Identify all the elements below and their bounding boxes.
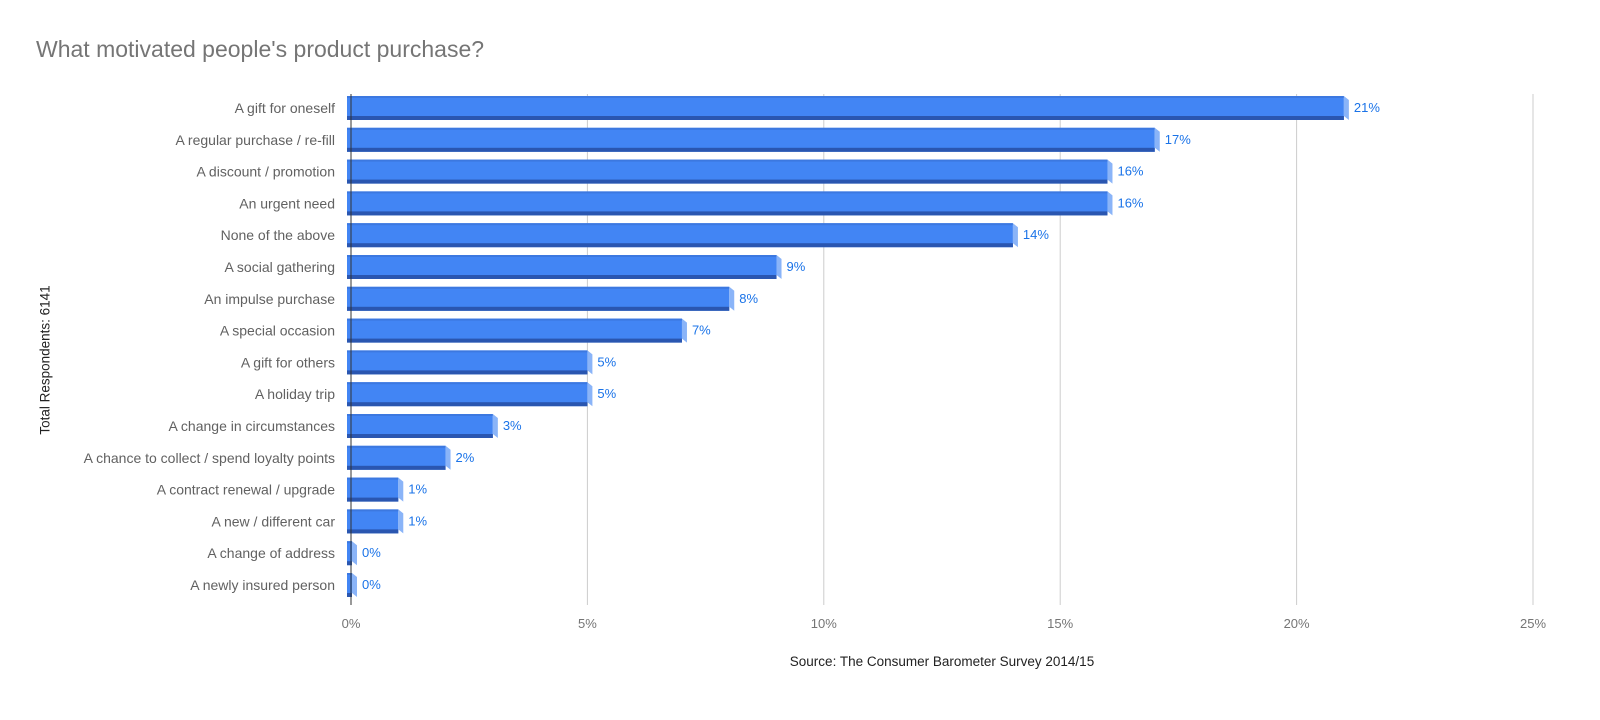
- x-tick-label: 0%: [342, 616, 361, 631]
- data-label: 2%: [456, 450, 475, 465]
- bar-bottom: [347, 497, 399, 502]
- bar-side: [445, 445, 451, 470]
- bar-bottom: [347, 593, 352, 597]
- bar-side: [681, 318, 687, 343]
- bar-bottom: [347, 370, 588, 375]
- x-axis-title: Source: The Consumer Barometer Survey 20…: [789, 654, 1095, 669]
- x-tick-label: 25%: [1520, 616, 1546, 631]
- bar-side: [352, 573, 357, 597]
- bar-bottom: [347, 275, 777, 279]
- bar-side: [398, 477, 404, 502]
- bar-side: [492, 414, 498, 438]
- bar-top: [347, 509, 399, 512]
- category-label: A holiday trip: [255, 386, 335, 402]
- bar-side: [776, 255, 782, 279]
- bar: [347, 573, 352, 597]
- data-label: 5%: [597, 354, 616, 369]
- data-label: 7%: [692, 323, 711, 338]
- bar-top: [347, 382, 588, 385]
- bar-bottom: [347, 402, 588, 407]
- bar-top: [347, 286, 730, 289]
- bar-top: [347, 255, 777, 257]
- bar-bottom: [347, 147, 1155, 152]
- bar-top: [347, 127, 1155, 130]
- category-label: An impulse purchase: [204, 291, 335, 307]
- bar-top: [347, 223, 1013, 226]
- data-label: 1%: [408, 482, 427, 497]
- bar-side: [1107, 191, 1113, 216]
- bar-side: [1343, 96, 1349, 120]
- bar-side: [398, 509, 404, 534]
- bar: [347, 541, 352, 566]
- category-label: A new / different car: [212, 513, 336, 529]
- category-label: A chance to collect / spend loyalty poin…: [84, 450, 335, 466]
- category-label: None of the above: [221, 227, 336, 243]
- bar-top: [347, 350, 588, 353]
- bar-bottom: [347, 243, 1013, 248]
- bar-bottom: [347, 306, 730, 311]
- data-label: 21%: [1354, 100, 1380, 115]
- bar-side: [1154, 127, 1160, 152]
- category-label: A gift for oneself: [235, 100, 336, 116]
- data-label: 17%: [1165, 132, 1191, 147]
- category-label: A change in circumstances: [168, 418, 335, 434]
- category-label: A regular purchase / re-fill: [175, 132, 335, 148]
- bar-bottom: [347, 434, 493, 438]
- bar-bottom: [347, 179, 1108, 184]
- bar-bottom: [347, 561, 352, 566]
- data-label: 8%: [739, 291, 758, 306]
- bar-side: [1012, 223, 1018, 248]
- bar-side: [729, 286, 735, 311]
- category-label: A gift for others: [241, 354, 335, 370]
- x-tick-label: 5%: [578, 616, 597, 631]
- data-label: 0%: [362, 577, 381, 592]
- x-tick-label: 20%: [1284, 616, 1310, 631]
- bar-bottom: [347, 465, 446, 470]
- bar-side: [352, 541, 357, 566]
- category-label: A special occasion: [220, 323, 335, 339]
- category-label: A newly insured person: [190, 577, 335, 593]
- data-label: 9%: [787, 259, 806, 274]
- bar-side: [587, 382, 593, 407]
- bar-top: [347, 445, 446, 448]
- bar-top: [347, 96, 1344, 98]
- bar-top: [347, 159, 1108, 162]
- data-label: 1%: [408, 513, 427, 528]
- bar-bottom: [347, 338, 682, 343]
- data-label: 0%: [362, 545, 381, 560]
- data-label: 3%: [503, 418, 522, 433]
- data-label: 5%: [597, 386, 616, 401]
- bar-top: [347, 573, 352, 575]
- category-label: An urgent need: [239, 195, 335, 211]
- data-label: 16%: [1117, 195, 1143, 210]
- category-label: A change of address: [207, 545, 335, 561]
- bar-bottom: [347, 211, 1108, 216]
- category-label: A discount / promotion: [196, 164, 335, 180]
- bar-bottom: [347, 529, 399, 534]
- bar-top: [347, 414, 493, 416]
- x-tick-label: 10%: [811, 616, 837, 631]
- bar-top: [347, 191, 1108, 194]
- bar-top: [347, 477, 399, 480]
- category-label: A social gathering: [224, 259, 335, 275]
- data-label: 16%: [1117, 164, 1143, 179]
- bar-bottom: [347, 116, 1344, 120]
- bar-side: [1107, 159, 1113, 184]
- chart-title: What motivated people's product purchase…: [36, 36, 485, 62]
- category-label: A contract renewal / upgrade: [157, 482, 335, 498]
- bar-top: [347, 318, 682, 321]
- x-tick-label: 15%: [1047, 616, 1073, 631]
- data-label: 14%: [1023, 227, 1049, 242]
- bar-side: [587, 350, 593, 375]
- bar-top: [347, 541, 352, 544]
